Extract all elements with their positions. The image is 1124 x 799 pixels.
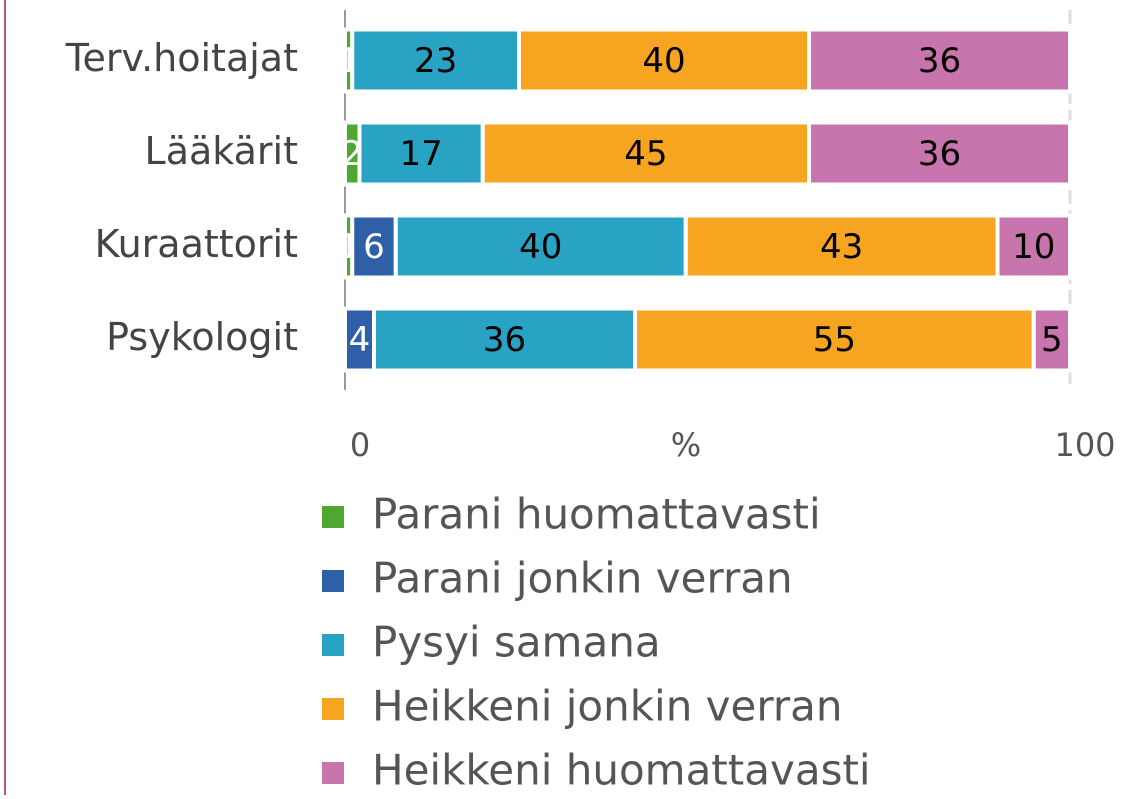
legend-swatch <box>322 762 344 784</box>
bar-segment <box>350 27 521 94</box>
category-label: Kuraattorit <box>95 222 298 266</box>
data-label: 36 <box>918 134 961 174</box>
data-label: 55 <box>813 320 856 360</box>
x-tick-label: 0 <box>350 426 370 464</box>
bar-segment <box>807 120 1072 187</box>
data-label: 40 <box>519 227 562 267</box>
data-label: 36 <box>483 320 526 360</box>
legend-swatch <box>322 634 344 656</box>
legend-label: Parani jonkin verran <box>372 554 793 603</box>
legend-swatch <box>322 570 344 592</box>
bar-segment <box>633 306 1036 373</box>
bar-segment <box>343 306 376 373</box>
legend-label: Parani huomattavasti <box>372 490 821 539</box>
data-label: 5 <box>1041 320 1063 360</box>
legend-label: Pysyi samana <box>372 618 661 667</box>
bar-segment <box>995 213 1072 280</box>
data-label: 4 <box>349 320 371 360</box>
legend-label: Heikkeni jonkin verran <box>372 682 843 731</box>
data-label: 10 <box>1012 227 1055 267</box>
bar-segment <box>807 27 1072 94</box>
data-label: 17 <box>399 134 442 174</box>
bar-segment <box>357 120 485 187</box>
bar-segment <box>1031 306 1072 373</box>
legend-swatch <box>322 506 344 528</box>
legend-swatch <box>322 698 344 720</box>
x-tick-label: 100 <box>1054 426 1115 464</box>
category-label: Psykologit <box>106 315 298 359</box>
x-axis-label: % <box>671 426 701 464</box>
bar-segment <box>372 306 637 373</box>
bar-segment <box>393 213 688 280</box>
category-label: Lääkärit <box>145 129 298 173</box>
legend-label: Heikkeni huomattavasti <box>372 746 871 795</box>
data-label: 36 <box>918 41 961 81</box>
data-label: 23 <box>414 41 457 81</box>
bar-segment <box>480 120 811 187</box>
category-label: Terv.hoitajat <box>65 36 298 80</box>
data-label: 6 <box>363 227 385 267</box>
data-label: 40 <box>642 41 685 81</box>
data-label: 45 <box>624 134 667 174</box>
data-label: 43 <box>820 227 863 267</box>
